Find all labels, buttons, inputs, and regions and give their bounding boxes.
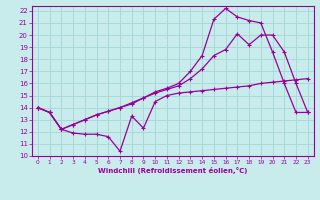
X-axis label: Windchill (Refroidissement éolien,°C): Windchill (Refroidissement éolien,°C) [98, 167, 247, 174]
